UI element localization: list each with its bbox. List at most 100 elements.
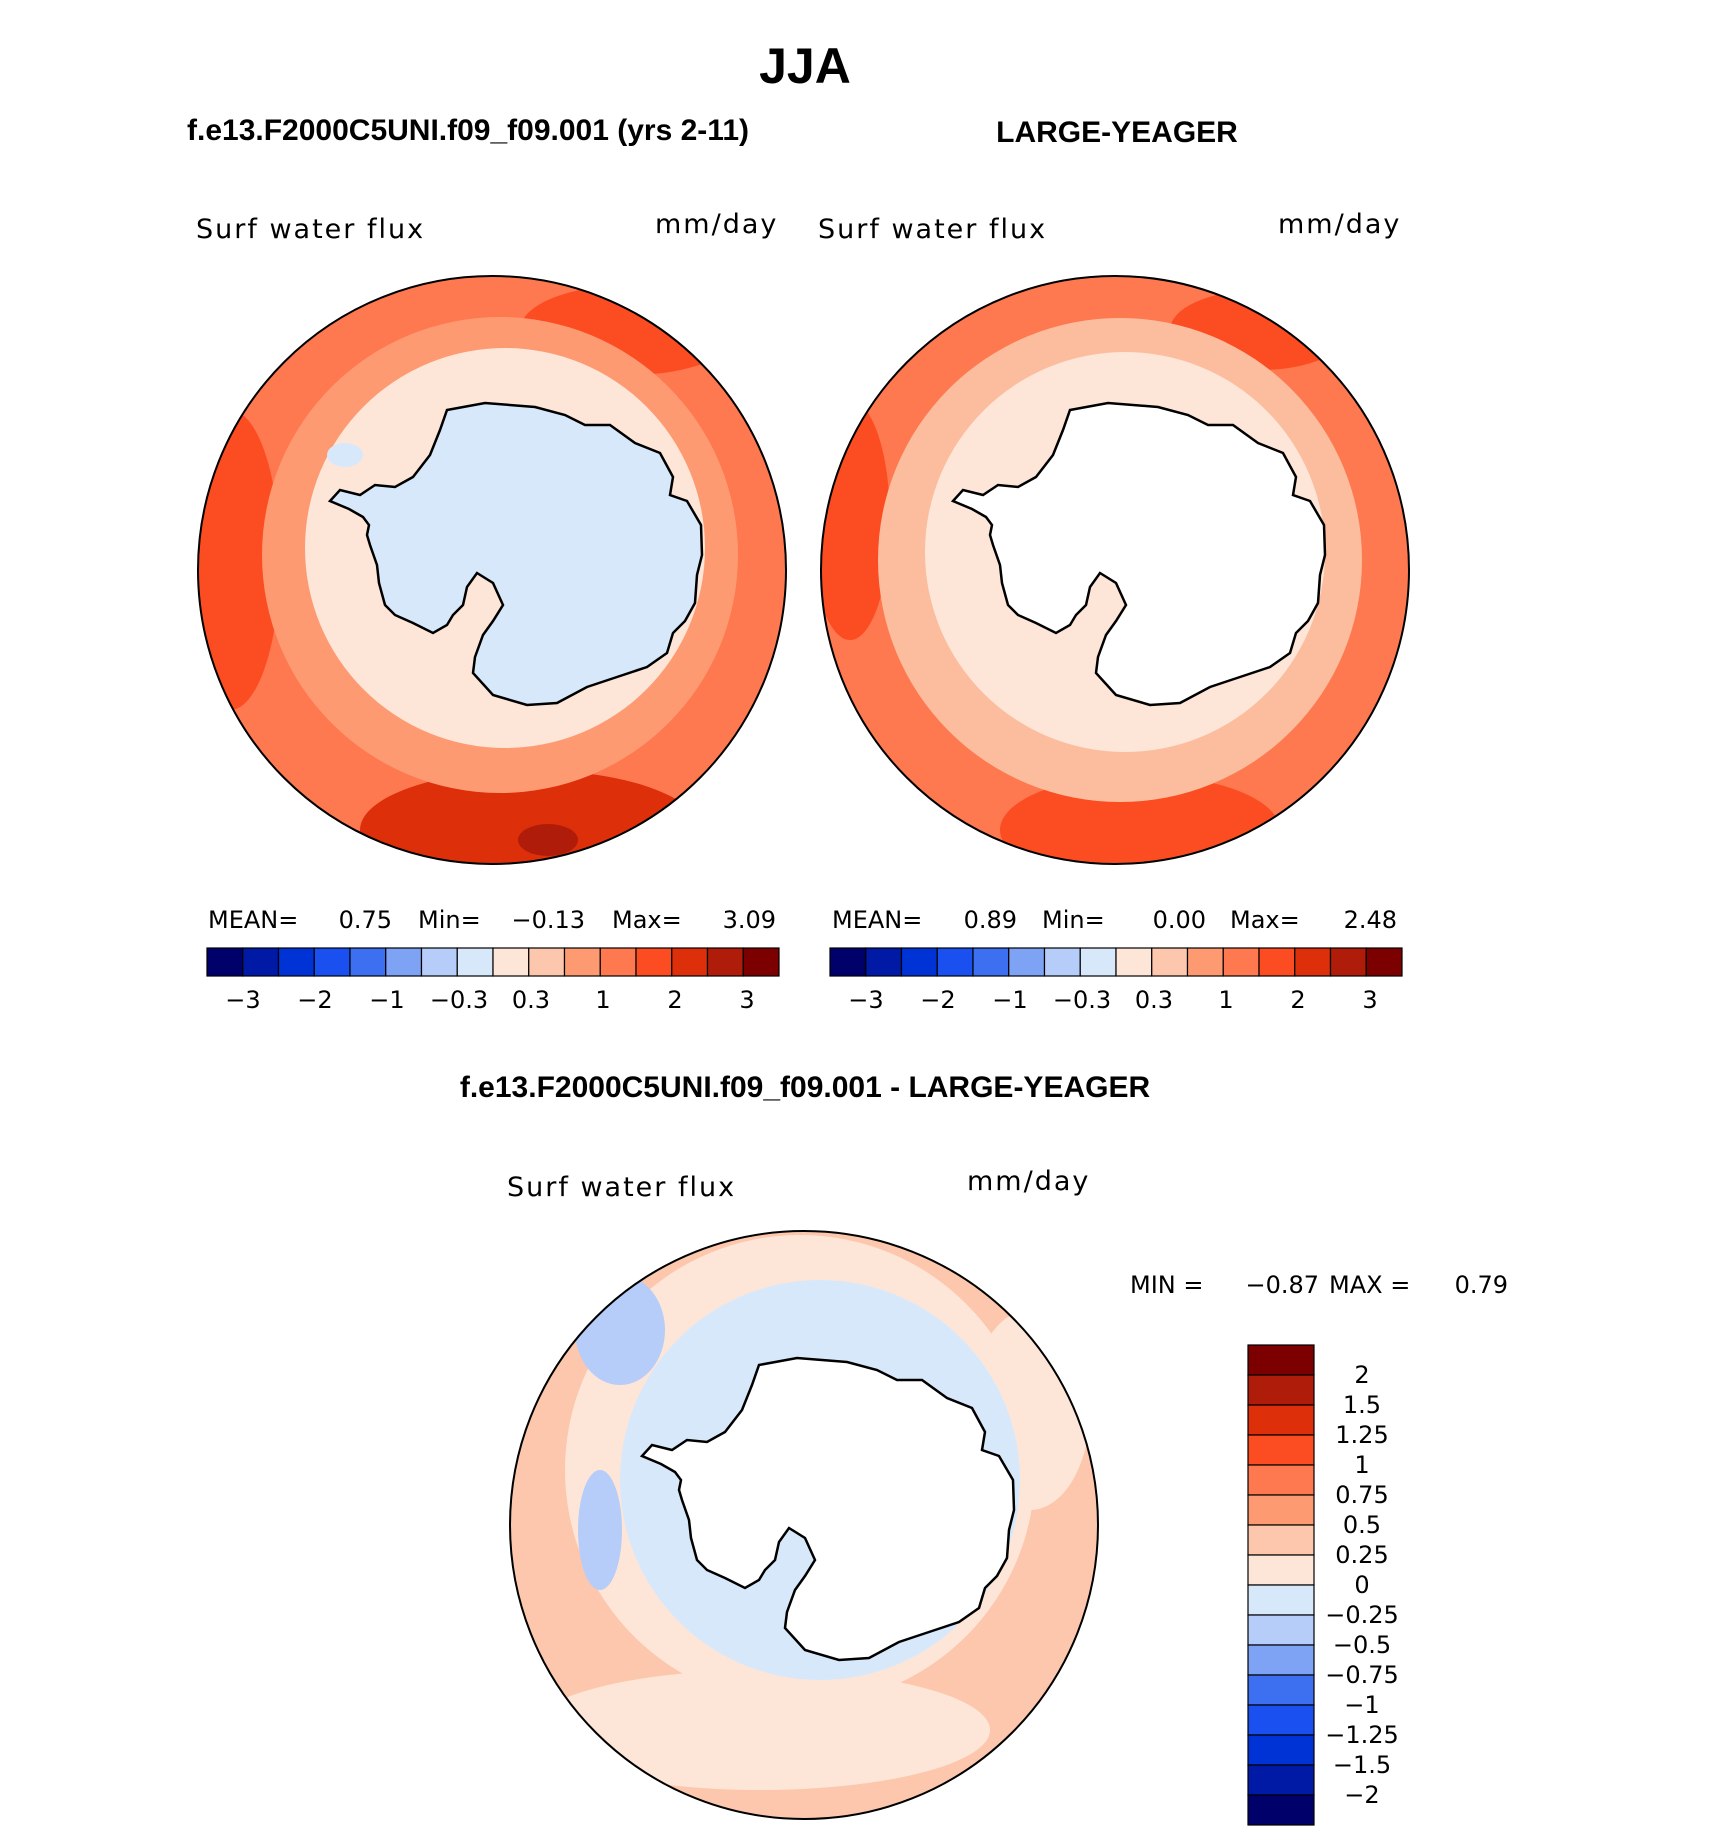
colorbar-tick-label: 1.25 — [1335, 1421, 1388, 1449]
colorbar-tick-label: 1 — [595, 986, 610, 1014]
colorbar-swatch — [1222, 947, 1260, 977]
colorbar-tick-label: 1 — [1354, 1451, 1369, 1479]
colorbar-swatch — [1247, 1404, 1315, 1436]
colorbar-tick-label: −0.3 — [1053, 986, 1111, 1014]
colorbar-swatch — [1043, 947, 1081, 977]
colorbar-swatch — [635, 947, 673, 977]
colorbar-tick-label: −1 — [369, 986, 404, 1014]
colorbar-swatch — [936, 947, 974, 977]
colorbar-swatch — [349, 947, 387, 977]
colorbar-swatch — [1365, 947, 1403, 977]
polar-map — [198, 276, 786, 864]
colorbar-tick-label: 1 — [1218, 986, 1233, 1014]
colorbar-swatch — [1079, 947, 1117, 977]
colorbar-swatch — [528, 947, 566, 977]
colorbar-swatch — [1247, 1434, 1315, 1466]
colorbar-swatch — [1247, 1794, 1315, 1826]
colorbar-tick-label: −2 — [297, 986, 332, 1014]
colorbar-swatch — [1247, 1554, 1315, 1586]
colorbar-swatch — [706, 947, 744, 977]
colorbar-tick-label: 0.5 — [1343, 1511, 1381, 1539]
colorbar: 21.51.2510.750.50.250−0.25−0.5−0.75−1−1.… — [1247, 1344, 1399, 1826]
colorbar-swatch — [492, 947, 530, 977]
colorbar-swatch — [972, 947, 1010, 977]
colorbar-swatch — [742, 947, 780, 977]
stat-max-value: 2.48 — [1344, 906, 1397, 934]
stat-min-label: MIN = — [1130, 1271, 1203, 1299]
colorbar-tick-label: −2 — [920, 986, 955, 1014]
stat-min-label: Min= — [1042, 906, 1105, 934]
panel-variable-label: Surf water flux — [507, 1172, 736, 1203]
colorbar-tick-label: −1.5 — [1333, 1751, 1391, 1779]
colorbar-swatch — [1258, 947, 1296, 977]
left-case-title: f.e13.F2000C5UNI.f09_f09.001 (yrs 2-11) — [187, 114, 749, 147]
colorbar-swatch — [1247, 1524, 1315, 1556]
colorbar-swatch — [456, 947, 494, 977]
colorbar-swatch — [1247, 1584, 1315, 1616]
right-case-title: LARGE-YEAGER — [996, 116, 1238, 149]
polar-map — [510, 1231, 1098, 1819]
colorbar-swatch — [1294, 947, 1332, 977]
colorbar-tick-label: 2 — [1290, 986, 1305, 1014]
colorbar-tick-label: −3 — [848, 986, 883, 1014]
stat-max-label: Max= — [612, 906, 682, 934]
colorbar-swatch — [313, 947, 351, 977]
map-patch-ocean — [327, 443, 363, 467]
colorbar-swatch — [900, 947, 938, 977]
colorbar-tick-label: 0.3 — [512, 986, 550, 1014]
map-border — [509, 1230, 1099, 1820]
colorbar-swatch — [829, 947, 867, 977]
map-patch-negative — [575, 1275, 665, 1385]
colorbar-tick-label: −1 — [992, 986, 1027, 1014]
colorbar-tick-label: 0.3 — [1135, 986, 1173, 1014]
colorbar-tick-label: −3 — [225, 986, 260, 1014]
colorbar-swatch — [1008, 947, 1046, 977]
colorbar-tick-label: 1.5 — [1343, 1391, 1381, 1419]
colorbar-swatch — [206, 947, 244, 977]
colorbar-swatch — [1247, 1734, 1315, 1766]
colorbar-swatch — [277, 947, 315, 977]
colorbar-tick-label: −1 — [1344, 1691, 1379, 1719]
colorbar-tick-label: 0.75 — [1335, 1481, 1388, 1509]
colorbar-tick-label: −0.75 — [1325, 1661, 1399, 1689]
colorbar-swatch — [599, 947, 637, 977]
colorbar-swatch — [1247, 1464, 1315, 1496]
colorbar-tick-label: 3 — [739, 986, 754, 1014]
colorbar-swatch — [1247, 1494, 1315, 1526]
stat-min-value: −0.87 — [1245, 1271, 1319, 1299]
map-border — [197, 275, 787, 865]
stat-max-label: Max= — [1230, 906, 1300, 934]
map-patch-positive — [530, 1670, 990, 1790]
panel-observations: Surf water flux mm/day MEAN= 0.89 Min= 0… — [818, 209, 1410, 1014]
colorbar-swatch — [1247, 1614, 1315, 1646]
season-title: JJA — [759, 38, 851, 94]
stat-max-value: 0.79 — [1455, 1271, 1508, 1299]
colorbar-swatch — [1247, 1374, 1315, 1406]
panel-model: Surf water flux mm/day MEAN= 0.75 Min= −… — [196, 209, 787, 1014]
colorbar-swatch — [242, 947, 280, 977]
stat-min-value: −0.13 — [511, 906, 585, 934]
stats-line: MEAN= 0.75 Min= −0.13 Max= 3.09 — [208, 906, 776, 934]
colorbar-swatch — [1186, 947, 1224, 977]
colorbar-tick-label: 0.25 — [1335, 1541, 1388, 1569]
colorbar-swatch — [1247, 1704, 1315, 1736]
colorbar-tick-label: 3 — [1362, 986, 1377, 1014]
difference-title: f.e13.F2000C5UNI.f09_f09.001 - LARGE-YEA… — [460, 1071, 1151, 1104]
panel-units-label: mm/day — [1278, 209, 1401, 240]
colorbar-tick-label: −0.5 — [1333, 1631, 1391, 1659]
map-border — [820, 275, 1410, 865]
stat-mean-label: MEAN= — [208, 906, 298, 934]
stat-max-label: MAX = — [1329, 1271, 1410, 1299]
map-patch-negative — [578, 1470, 622, 1590]
panel-units-label: mm/day — [655, 209, 778, 240]
colorbar-swatch — [1151, 947, 1189, 977]
panel-units-label: mm/day — [967, 1166, 1090, 1197]
panel-difference: Surf water flux mm/day MIN = −0.87 MAX =… — [507, 1166, 1508, 1826]
colorbar-swatch — [420, 947, 458, 977]
colorbar-swatch — [1247, 1344, 1315, 1376]
stat-mean-value: 0.75 — [339, 906, 392, 934]
map-patch-max — [518, 824, 578, 856]
colorbar-tick-label: 2 — [667, 986, 682, 1014]
stat-mean-value: 0.89 — [964, 906, 1017, 934]
